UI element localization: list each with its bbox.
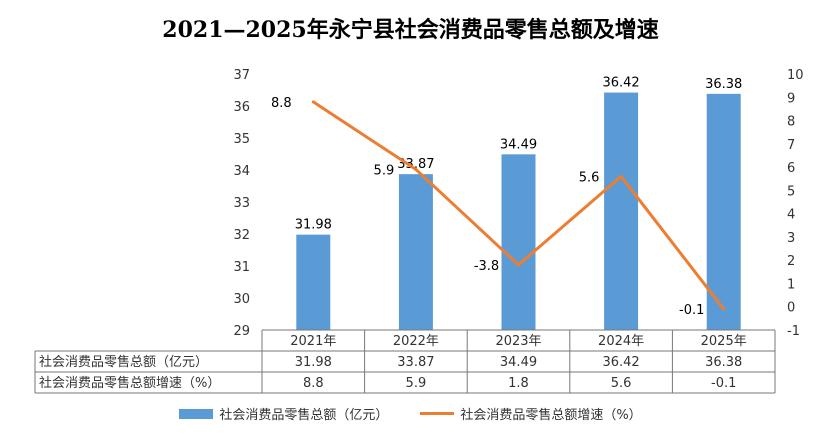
y-right-tick: 3	[787, 231, 795, 246]
table-cell: 31.98	[295, 355, 332, 370]
legend-bar-label: 社会消费品零售总额（亿元）	[219, 408, 389, 423]
y-right-tick: 1	[787, 277, 795, 292]
y-right-tick: 6	[787, 161, 795, 176]
table-cell: 33.87	[397, 355, 434, 370]
x-tick-label: 2023年	[495, 334, 541, 349]
y-right-tick: 7	[787, 138, 795, 153]
legend-item-line: 社会消费品零售总额增速（%）	[420, 404, 642, 423]
table-cell: 34.49	[500, 355, 537, 370]
legend-item-bar: 社会消费品零售总额（亿元）	[179, 404, 388, 423]
line-label: -3.8	[474, 259, 499, 274]
y-left-tick: 29	[233, 324, 250, 339]
growth-point-2022年	[414, 167, 418, 171]
y-left-tick: 31	[233, 260, 250, 275]
line-label: -0.1	[679, 303, 704, 318]
growth-point-2023年	[517, 263, 520, 267]
growth-point-2021年	[311, 100, 315, 104]
bar-2023年	[501, 154, 536, 330]
bar-label: 34.49	[500, 137, 537, 152]
table-cell: 36.38	[705, 355, 742, 370]
y-right-tick: 2	[787, 254, 795, 269]
legend: 社会消费品零售总额（亿元） 社会消费品零售总额增速（%）	[0, 404, 821, 423]
y-left-tick: 35	[233, 132, 250, 147]
y-right-tick: 0	[787, 301, 795, 316]
legend-line-swatch	[420, 412, 455, 415]
y-right-tick: -1	[787, 324, 800, 339]
table-cell: 36.42	[602, 355, 639, 370]
y-left-tick: 30	[233, 292, 250, 307]
legend-bar-swatch	[179, 408, 214, 419]
table-cell: 1.8	[508, 376, 529, 391]
y-left-tick: 33	[233, 196, 250, 211]
line-label: 8.8	[271, 96, 292, 111]
line-label: 5.9	[374, 163, 395, 178]
bar-label: 36.42	[602, 76, 639, 91]
y-left-tick: 36	[233, 100, 250, 115]
chart-title: 2021—2025年永宁县社会消费品零售总额及增速	[162, 17, 659, 43]
x-tick-label: 2021年	[290, 334, 336, 349]
x-tick-label: 2024年	[598, 334, 644, 349]
table-cell: 5.6	[611, 376, 632, 391]
y-left-tick: 34	[233, 164, 250, 179]
y-left-tick: 32	[233, 228, 250, 243]
combo-chart: 293031323334353637-101234567891031.9833.…	[34, 68, 804, 394]
bar-label: 36.38	[705, 77, 742, 92]
growth-point-2024年	[619, 174, 623, 178]
y-right-tick: 9	[787, 91, 795, 106]
table-cell: 5.9	[406, 376, 427, 391]
bar-label: 33.87	[397, 157, 434, 172]
table-cell: 8.8	[303, 376, 324, 391]
line-label: 5.6	[579, 170, 600, 185]
table-cell: -0.1	[711, 376, 736, 391]
y-right-tick: 5	[787, 184, 795, 199]
y-right-tick: 4	[787, 208, 795, 223]
y-right-tick: 10	[787, 68, 804, 83]
y-left-tick: 37	[233, 68, 250, 83]
bar-2025年	[706, 93, 741, 330]
legend-line-label: 社会消费品零售总额增速（%）	[460, 408, 642, 423]
x-tick-label: 2025年	[701, 334, 747, 349]
bar-2024年	[604, 92, 639, 330]
table-row-label: 社会消费品零售总额增速（%）	[39, 375, 220, 391]
bar-label: 31.98	[295, 218, 332, 233]
growth-point-2025年	[722, 307, 726, 311]
bar-2021年	[296, 234, 331, 330]
bar-2022年	[398, 174, 433, 330]
table-row-label: 社会消费品零售总额（亿元）	[39, 354, 208, 370]
x-tick-label: 2022年	[393, 334, 439, 349]
y-right-tick: 8	[787, 115, 795, 130]
